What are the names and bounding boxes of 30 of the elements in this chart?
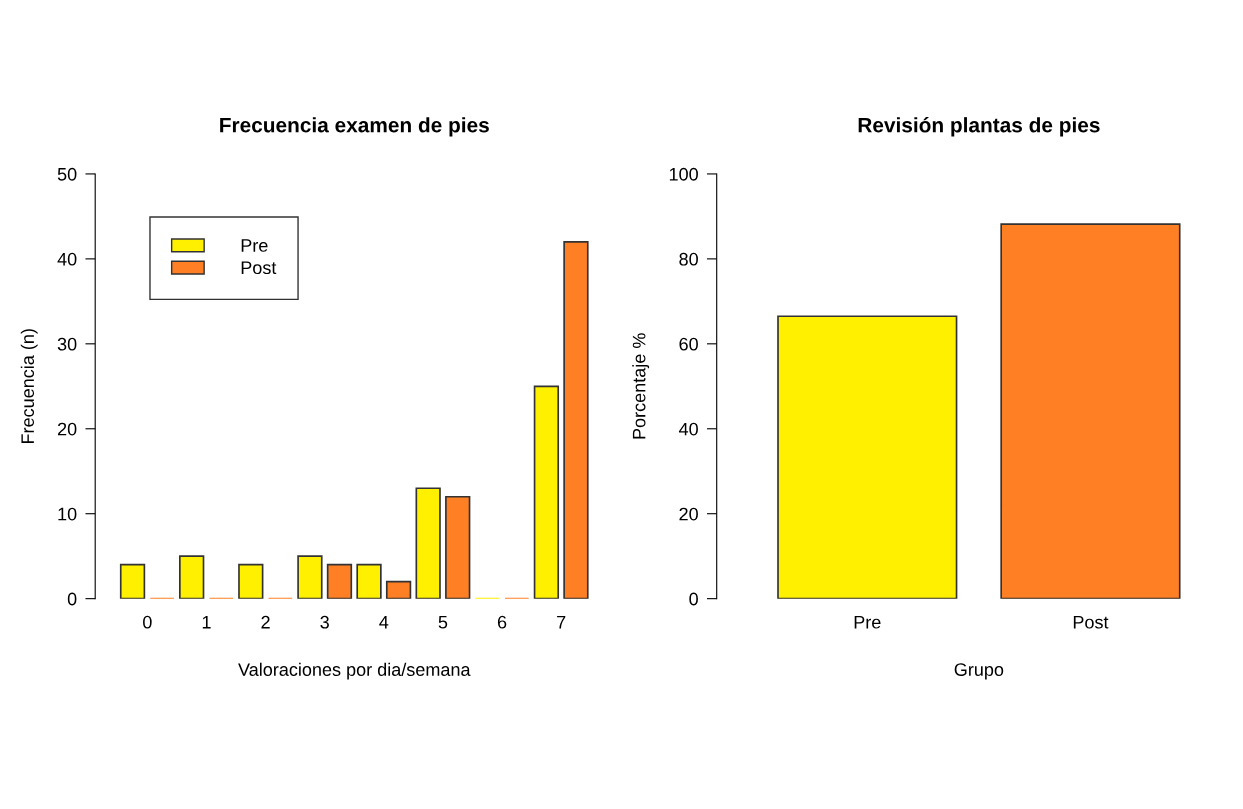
y-tick-label: 10 [58,507,77,521]
y-tick-label: 60 [679,337,698,351]
y-tick-label: 40 [678,422,698,436]
y-tick-label: 20 [57,422,77,436]
x-tick-label: Post [1073,615,1109,629]
x-axis-title: Valoraciones por dia/semana [238,662,471,680]
y-tick-label: 100 [669,167,698,181]
y-axis-title: Frecuencia (n) [20,329,38,444]
x-tick-label: 4 [379,615,389,629]
x-tick-label: 0 [143,615,152,629]
y-tick-label: 80 [679,252,698,266]
chart-title: Frecuencia examen de pies [220,117,489,137]
y-tick-label: 0 [689,592,698,606]
x-tick-label: 1 [202,615,211,629]
x-tick-label: 3 [320,615,329,629]
y-tick-label: 50 [57,167,77,181]
legend-label: Pre [241,239,268,252]
y-tick-label: 40 [57,252,77,266]
legend-label: Post [241,261,277,275]
y-axis-title: Porcentaje % [632,333,650,439]
x-tick-label: Pre [854,615,881,629]
x-tick-label: 6 [497,615,507,629]
y-tick-label: 30 [57,337,77,351]
x-axis-title: Grupo [954,663,1004,680]
y-tick-label: 0 [67,592,77,606]
y-tick-label: 20 [679,507,698,521]
x-tick-label: 7 [557,615,566,629]
x-tick-label: 5 [438,615,448,629]
x-tick-label: 2 [261,615,270,629]
chart-title: Revisión plantas de pies [858,116,1100,137]
